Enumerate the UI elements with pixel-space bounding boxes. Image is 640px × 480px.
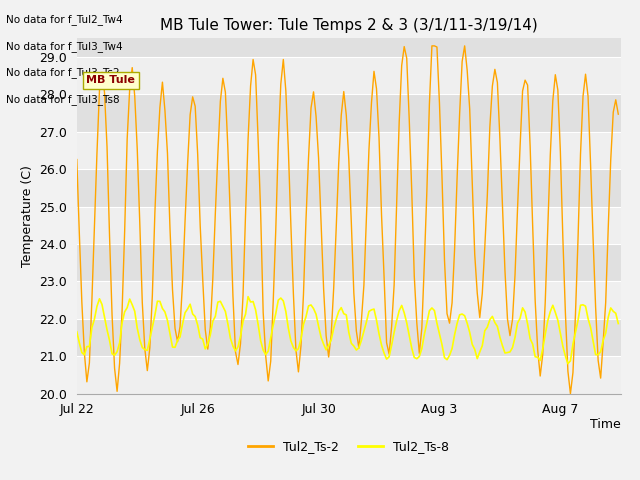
Legend: Tul2_Ts-2, Tul2_Ts-8: Tul2_Ts-2, Tul2_Ts-8 — [243, 435, 454, 458]
Bar — [77, 207, 621, 244]
Title: MB Tule Tower: Tule Temps 2 & 3 (3/1/11-3/19/14): MB Tule Tower: Tule Temps 2 & 3 (3/1/11-… — [160, 18, 538, 33]
Text: MB Tule: MB Tule — [86, 75, 135, 85]
Text: Time: Time — [590, 419, 621, 432]
Bar — [77, 132, 621, 169]
Text: No data for f_Tul3_Ts8: No data for f_Tul3_Ts8 — [6, 94, 120, 105]
Bar — [77, 20, 621, 57]
Text: No data for f_Tul2_Tw4: No data for f_Tul2_Tw4 — [6, 14, 123, 25]
Bar — [77, 244, 621, 281]
Bar — [77, 57, 621, 95]
Text: No data for f_Tul3_Tw4: No data for f_Tul3_Tw4 — [6, 41, 123, 52]
Bar — [77, 281, 621, 319]
Y-axis label: Temperature (C): Temperature (C) — [20, 165, 34, 267]
Bar — [77, 95, 621, 132]
Bar — [77, 356, 621, 394]
Text: No data for f_Tul3_Ts2: No data for f_Tul3_Ts2 — [6, 67, 120, 78]
Bar — [77, 169, 621, 207]
Bar — [77, 319, 621, 356]
